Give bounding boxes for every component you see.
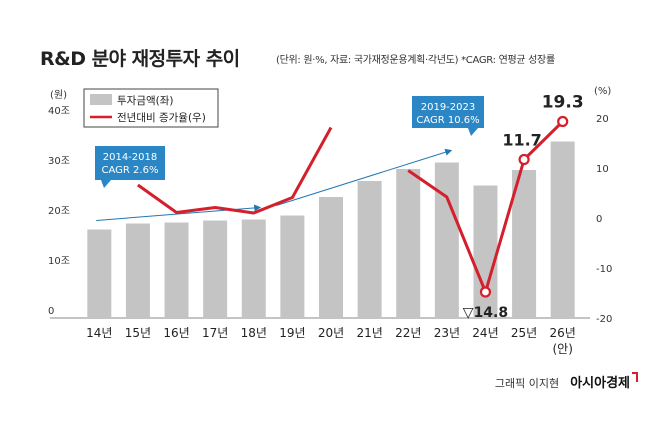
x-tick-label: 25년 bbox=[511, 326, 537, 340]
bar-25년 bbox=[512, 170, 537, 318]
y-right-tick-label: -10 bbox=[596, 264, 612, 275]
growth-marker-24년 bbox=[479, 286, 492, 298]
annotation-label: 11.7 bbox=[502, 131, 541, 150]
bar-16년 bbox=[164, 222, 189, 318]
cagr-value-label: CAGR 2.6% bbox=[102, 165, 159, 176]
cagr-period-label: 2019-2023 bbox=[421, 102, 476, 113]
x-tick-label: 14년 bbox=[86, 326, 112, 340]
bar-14년 bbox=[87, 229, 112, 318]
cagr-callout-tail bbox=[101, 180, 111, 188]
brand-logo: 아시아경제 bbox=[570, 376, 630, 391]
bar-17년 bbox=[203, 220, 228, 318]
cagr-callout-box bbox=[95, 146, 165, 180]
y-right-tick-label: 10 bbox=[596, 164, 609, 175]
footer: 그래픽 이지현 아시아경제 bbox=[495, 372, 638, 391]
title-row: R&D 분야 재정투자 추이 (단위: 원·%, 자료: 국가재정운용계획·각년… bbox=[40, 44, 640, 70]
bar-20년 bbox=[319, 197, 343, 318]
brand-mark-icon bbox=[632, 372, 638, 382]
legend-bar-label: 투자금액(좌) bbox=[117, 95, 174, 107]
y-left-tick-label: 40조 bbox=[48, 106, 70, 117]
x-tick-label: 18년 bbox=[241, 326, 267, 340]
bar-19년 bbox=[280, 215, 305, 318]
x-tick-label: 24년 bbox=[472, 326, 498, 340]
bar-15년 bbox=[125, 223, 150, 318]
x-tick-label: 23년 bbox=[434, 326, 460, 340]
cagr-callout-box bbox=[412, 96, 484, 128]
x-tick-label: 15년 bbox=[125, 326, 151, 340]
cagr-period-label: 2014-2018 bbox=[103, 152, 158, 163]
x-tick-label: 22년 bbox=[395, 326, 421, 340]
bar-21년 bbox=[357, 181, 382, 318]
cagr-value-label: CAGR 10.6% bbox=[416, 115, 479, 126]
y-left-tick-label: 20조 bbox=[48, 206, 70, 217]
chart-subtitle: (단위: 원·%, 자료: 국가재정운용계획·각년도) *CAGR: 연평균 성… bbox=[276, 55, 555, 66]
x-tick-sublabel: (안) bbox=[552, 342, 572, 356]
legend-line-label: 전년대비 증가율(우) bbox=[117, 112, 206, 124]
y-right-tick-label: 20 bbox=[596, 114, 609, 125]
x-tick-label: 20년 bbox=[318, 326, 344, 340]
trend-arrow-2019-2023 bbox=[276, 148, 453, 206]
x-tick-label: 16년 bbox=[163, 326, 189, 340]
y-left-tick-label: 0 bbox=[48, 306, 54, 317]
growth-rate-line bbox=[137, 120, 564, 294]
growth-marker-25년 bbox=[518, 153, 530, 166]
growth-marker-26년 bbox=[557, 115, 569, 128]
x-tick-label: 19년 bbox=[279, 326, 305, 340]
right-axis-unit: (%) bbox=[594, 86, 612, 97]
x-tick-label: 17년 bbox=[202, 326, 228, 340]
x-tick-label: 21년 bbox=[356, 326, 382, 340]
y-left-tick-label: 30조 bbox=[48, 156, 70, 167]
chart-title: R&D 분야 재정투자 추이 bbox=[40, 48, 240, 70]
left-axis-unit: (원) bbox=[50, 90, 68, 101]
legend-bar-swatch bbox=[90, 94, 112, 105]
y-right-tick-label: 0 bbox=[596, 214, 602, 225]
bar-23년 bbox=[434, 162, 459, 318]
cagr-callout-tail bbox=[468, 128, 478, 136]
y-right-tick-label: -20 bbox=[596, 314, 612, 325]
bar-18년 bbox=[241, 219, 266, 318]
x-tick-label: 26년 bbox=[550, 326, 576, 340]
annotation-label: 19.3 bbox=[542, 93, 584, 113]
graphic-credit: 그래픽 이지현 bbox=[494, 377, 560, 390]
bar-26년 bbox=[550, 141, 575, 318]
bar-22년 bbox=[396, 169, 421, 318]
bar-24년 bbox=[473, 185, 498, 318]
y-left-tick-label: 10조 bbox=[48, 256, 70, 267]
annotation-label: ▽14.8 bbox=[463, 305, 508, 321]
